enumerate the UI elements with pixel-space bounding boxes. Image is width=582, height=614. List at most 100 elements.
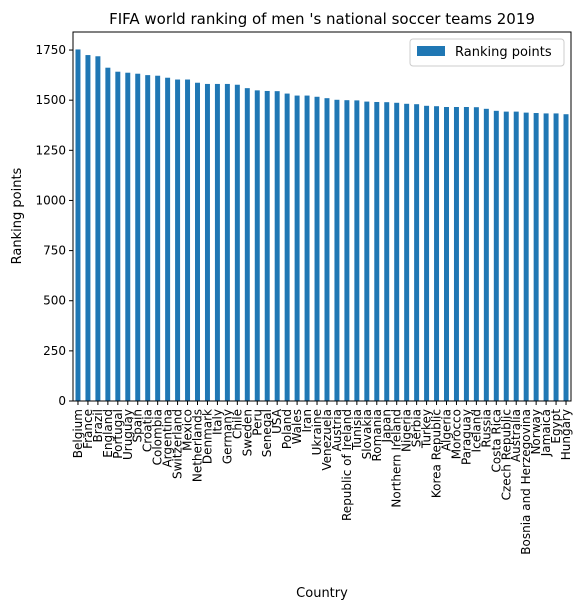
x-tick-label: Colombia [151, 409, 165, 465]
bar-croatia [145, 75, 151, 401]
x-tick-label: France [81, 409, 95, 449]
bar-morocco [453, 107, 459, 401]
x-tick-label: Austria [330, 409, 344, 451]
bar-wales [294, 95, 300, 402]
x-tick-label: Hungary [559, 409, 573, 460]
bar-usa [274, 91, 280, 401]
bar-hungary [563, 114, 569, 401]
bar-chile [234, 84, 240, 402]
bar-germany [224, 83, 230, 401]
bar-spain [135, 73, 141, 401]
bar-colombia [155, 75, 161, 401]
plot-frame [72, 31, 572, 402]
bar-argentina [165, 77, 171, 402]
x-tick-label: Northern Ireland [390, 409, 404, 508]
x-tick-label: Paraguay [459, 409, 473, 465]
y-tick-label: 1000 [35, 193, 66, 207]
bar-austria [334, 99, 340, 402]
x-axis: BelgiumFranceBrazilEnglandPortugalUrugua… [71, 401, 573, 555]
bar-algeria [444, 107, 449, 401]
y-tick-label: 750 [43, 244, 66, 258]
x-tick-label: Chile [230, 409, 244, 439]
x-tick-label: Egypt [549, 409, 563, 444]
bar-denmark [204, 83, 210, 401]
legend-swatch [417, 46, 445, 56]
x-tick-label: Costa Rica [489, 409, 503, 472]
bar-northern-ireland [394, 102, 400, 402]
x-tick-label: Portugal [111, 409, 125, 459]
x-tick-label: Venezuela [320, 409, 334, 471]
x-tick-label: Poland [280, 409, 294, 449]
legend: Ranking points [409, 38, 565, 67]
x-tick-label: Turkey [420, 409, 434, 449]
x-tick-label: Brazil [91, 409, 105, 443]
bar-iran [304, 95, 310, 402]
y-tick-label: 250 [43, 344, 66, 358]
bar-tunisia [354, 100, 360, 402]
bar-costa-rica [493, 110, 499, 401]
bar-serbia [414, 104, 420, 402]
bar-japan [384, 102, 390, 401]
bar-belgium [75, 49, 81, 402]
x-tick-label: Sweden [240, 409, 254, 456]
bar-slovakia [364, 101, 370, 401]
x-tick-label: Wales [290, 409, 304, 444]
x-tick-label: Jamaica [539, 409, 553, 457]
x-tick-label: Switzerland [171, 409, 185, 479]
x-tick-label: Morocco [449, 409, 463, 459]
bar-norway [533, 113, 539, 401]
bar-romania [374, 101, 380, 401]
bar-turkey [424, 105, 430, 402]
bar-senegal [264, 90, 270, 402]
bar-bosnia-and-herzegovina [523, 112, 529, 402]
x-tick-label: Ukraine [310, 409, 324, 455]
x-tick-label: Senegal [260, 409, 274, 457]
y-axis: 0 250 500 750 1000 1250 1500 1750 [35, 43, 73, 408]
x-tick-label: Tunisia [350, 409, 364, 451]
bar-france [85, 55, 91, 401]
x-tick-label: Mexico [181, 409, 195, 451]
x-tick-label: Algeria [440, 409, 454, 451]
x-tick-label: Belgium [71, 409, 85, 458]
x-tick-label: Romania [370, 409, 384, 461]
bar-egypt [553, 113, 559, 401]
x-tick-label: Republic of Ireland [340, 409, 354, 521]
x-tick-label: Slovakia [360, 409, 374, 459]
bar-republic-of-ireland [344, 100, 350, 401]
bar-poland [284, 93, 290, 402]
y-tick-label: 0 [58, 394, 66, 408]
bar-venezuela [324, 98, 330, 401]
y-tick-label: 1250 [35, 143, 66, 157]
x-axis-label: Country [296, 586, 348, 601]
bar-australia [513, 111, 519, 402]
x-tick-label: Netherlands [191, 409, 205, 482]
bar-czech-republic [503, 111, 509, 402]
x-tick-label: Germany [220, 409, 234, 464]
x-tick-label: Nigeria [400, 409, 414, 452]
bar-uruguay [125, 72, 131, 401]
x-tick-label: Italy [210, 409, 224, 435]
bar-russia [483, 108, 489, 401]
x-tick-label: Peru [250, 409, 264, 436]
bar-portugal [115, 71, 121, 401]
legend-label-ranking-points: Ranking points [455, 45, 552, 60]
x-tick-label: Japan [380, 409, 394, 443]
x-tick-label: Czech Republic [499, 409, 513, 500]
x-tick-label: Iran [300, 409, 314, 432]
bar-brazil [95, 56, 101, 402]
y-tick-label: 500 [43, 294, 66, 308]
y-tick-label: 1500 [35, 93, 66, 107]
bar-jamaica [543, 113, 549, 401]
x-tick-label: Spain [131, 409, 145, 443]
bar-switzerland [175, 79, 181, 401]
x-tick-label: Bosnia and Herzegovina [519, 409, 533, 555]
bar-italy [214, 83, 220, 401]
x-tick-label: Croatia [141, 409, 155, 452]
x-tick-label: Denmark [200, 409, 214, 464]
bar-netherlands [195, 82, 200, 402]
bar-peru [254, 90, 260, 401]
bar-ukraine [314, 96, 320, 401]
x-tick-label: Korea Republic [430, 409, 444, 498]
bar-paraguay [463, 107, 469, 401]
